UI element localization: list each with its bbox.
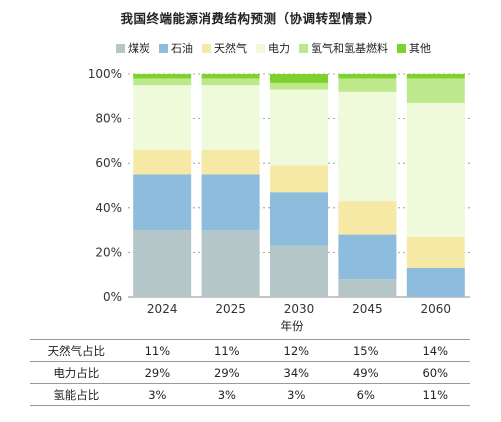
chart-title: 我国终端能源消费结构预测（协调转型情景） bbox=[120, 11, 381, 26]
data-table: 天然气占比 11% 11% 12% 15% 14% 电力占比 29% 29% 34% 49% 60% 氢… bbox=[30, 339, 470, 406]
bar-segment bbox=[201, 78, 260, 86]
table-cell: 49% bbox=[331, 361, 401, 384]
bar-segment bbox=[133, 174, 192, 231]
bar-segment bbox=[338, 91, 397, 202]
y-tick-label: 0% bbox=[103, 290, 122, 304]
x-axis-label: 年份 bbox=[280, 319, 304, 333]
legend-swatch bbox=[397, 43, 406, 53]
bar-segment bbox=[270, 89, 328, 166]
x-tick-label: 2045 bbox=[352, 302, 383, 316]
x-tick-label: 2030 bbox=[284, 302, 315, 316]
table-cell: 14% bbox=[400, 339, 470, 362]
legend-label: 其他 bbox=[409, 42, 431, 55]
table-cell: 11% bbox=[122, 339, 193, 362]
table-cell: 11% bbox=[400, 383, 470, 406]
bar-segment bbox=[338, 234, 397, 280]
table-cell: 3% bbox=[192, 383, 262, 406]
bar-segment bbox=[133, 149, 192, 175]
bar-segment bbox=[201, 74, 260, 79]
bar-segment bbox=[270, 82, 328, 90]
legend-label: 电力 bbox=[268, 42, 290, 55]
legend-item: 氢气和氢基燃料 bbox=[299, 40, 388, 56]
legend-label: 天然气 bbox=[214, 42, 247, 55]
x-tick-label: 2024 bbox=[147, 302, 178, 316]
table-cell: 34% bbox=[261, 361, 332, 384]
legend-label: 煤炭 bbox=[128, 42, 150, 55]
bar-segment bbox=[406, 268, 465, 297]
legend-item: 其他 bbox=[397, 40, 431, 56]
legend-label: 氢气和氢基燃料 bbox=[311, 42, 388, 55]
x-tick-label: 2025 bbox=[215, 302, 246, 316]
y-tick-label: 80% bbox=[95, 112, 122, 126]
row-label: 电力占比 bbox=[30, 361, 123, 384]
table-cell: 29% bbox=[192, 361, 262, 384]
bar-segment bbox=[338, 78, 397, 92]
table-cell: 3% bbox=[261, 383, 332, 406]
row-label: 氢能占比 bbox=[30, 383, 123, 406]
table-cell: 15% bbox=[331, 339, 401, 362]
legend-swatch bbox=[299, 43, 308, 53]
table-cell: 29% bbox=[122, 361, 193, 384]
table-cell: 6% bbox=[331, 383, 401, 406]
x-tick-labels: 2024 2025 2030 2045 2060 bbox=[147, 302, 451, 316]
legend-item: 电力 bbox=[256, 40, 290, 56]
table-row: 天然气占比 11% 11% 12% 15% 14% bbox=[30, 339, 470, 362]
y-tick-labels: 0% 20% 40% 60% 80% 100% bbox=[88, 67, 122, 304]
bar-segment bbox=[270, 74, 328, 83]
bar-segment bbox=[406, 74, 465, 79]
bar-segment bbox=[270, 245, 328, 297]
table-cell: 60% bbox=[400, 361, 470, 384]
bar-segment bbox=[270, 192, 328, 246]
y-tick-label: 100% bbox=[88, 67, 122, 81]
bar-segment bbox=[201, 230, 260, 297]
legend-swatch bbox=[202, 43, 211, 53]
bar-layer bbox=[133, 74, 465, 297]
bar-segment bbox=[338, 279, 397, 297]
y-tick-label: 60% bbox=[95, 156, 122, 170]
legend-item: 煤炭 bbox=[116, 40, 150, 56]
bar-segment bbox=[406, 78, 465, 103]
bar-segment bbox=[270, 165, 328, 193]
bar-segment bbox=[406, 236, 465, 269]
x-tick-label: 2060 bbox=[421, 302, 452, 316]
y-tick-label: 40% bbox=[95, 201, 122, 215]
table-cell: 11% bbox=[192, 339, 262, 362]
legend-swatch bbox=[116, 43, 125, 53]
bar-segment bbox=[133, 74, 192, 79]
legend-label: 石油 bbox=[171, 42, 193, 55]
table-row: 电力占比 29% 29% 34% 49% 60% bbox=[30, 361, 470, 384]
row-label: 天然气占比 bbox=[30, 339, 123, 362]
y-tick-label: 20% bbox=[95, 245, 122, 259]
legend-swatch bbox=[256, 43, 265, 53]
table-cell: 3% bbox=[122, 383, 193, 406]
table-cell: 12% bbox=[261, 339, 332, 362]
bar-segment bbox=[201, 149, 260, 175]
chart-plot: 0% 20% 40% 60% 80% 100% 2024 2025 2030 2045 2060 bbox=[88, 67, 470, 316]
bar-segment bbox=[406, 102, 465, 237]
bar-segment bbox=[201, 85, 260, 150]
bar-segment bbox=[338, 74, 397, 79]
bar-segment bbox=[133, 230, 192, 297]
bar-segment bbox=[133, 78, 192, 86]
legend-item: 天然气 bbox=[202, 40, 247, 56]
bar-segment bbox=[201, 174, 260, 231]
legend-item: 石油 bbox=[159, 40, 193, 56]
bar-segment bbox=[133, 85, 192, 150]
bar-segment bbox=[338, 201, 397, 235]
legend-swatch bbox=[159, 43, 168, 53]
legend: 煤炭 石油 天然气 电力 氢气和氢基燃料 其他 bbox=[116, 40, 496, 56]
table-row: 氢能占比 3% 3% 3% 6% 11% bbox=[30, 383, 470, 406]
